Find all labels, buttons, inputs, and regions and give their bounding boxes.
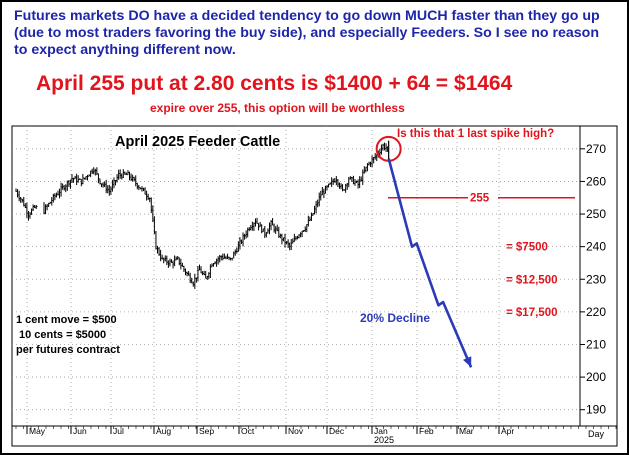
grid-lines [12,126,580,426]
y-axis: 190 200 210 220 230 240 250 260 270 [580,142,606,417]
y-tick-label: 270 [586,142,606,156]
contract-note-line: per futures contract [16,344,120,356]
expire-note: expire over 255, this option will be wor… [150,101,405,115]
loss-level-label: = $12,500 [506,274,557,286]
put-option-text: April 255 put at 2.80 cents is $1400 + 6… [36,72,513,95]
y-tick-label: 230 [586,272,606,286]
x-month-label: Feb [419,426,434,436]
y-tick-label: 210 [586,337,606,351]
y-tick-label: 260 [586,174,606,188]
price-series [15,140,390,289]
x-month-label: Aug [156,426,171,436]
x-month-label: Sep [199,426,214,436]
x-month-label: Nov [288,426,304,436]
strike-label-bg [468,190,498,204]
x-month-label: May [29,426,46,436]
x-month-label: Apr [501,426,514,436]
chart-title: April 2025 Feeder Cattle [115,134,280,150]
spike-question: Is this that 1 last spike high? [397,128,554,140]
x-year-label: 2025 [374,435,394,445]
projection-arrowhead [463,356,472,368]
y-tick-label: 190 [586,403,606,417]
strike-label: 255 [470,193,490,205]
y-tick-label: 240 [586,240,606,254]
projection-line [387,158,473,368]
loss-level-label: = $17,500 [506,307,557,319]
loss-level-label: = $7500 [506,242,548,254]
x-month-label: Mar [459,426,474,436]
contract-note-line: 1 cent move = $500 [16,314,117,326]
y-tick-label: 220 [586,305,606,319]
contract-note-line: 10 cents = $5000 [19,329,106,341]
x-axis: May Jun Jul Aug Sep Oct Nov Dec Jan Feb Mar Apr 2025… [15,426,617,445]
x-unit-label: Day [588,429,605,439]
x-axis-panel [11,425,618,447]
y-tick-label: 250 [586,207,606,221]
decline-label: 20% Decline [360,311,430,325]
x-month-label: Dec [329,426,345,436]
x-month-label: Jul [113,426,124,436]
x-month-label: Oct [241,426,255,436]
annotations: Is this that 1 last spike high? 255 = $750… [16,128,575,368]
x-month-label: Jan [374,426,388,436]
y-tick-label: 200 [586,370,606,384]
x-month-label: Jun [73,426,87,436]
intro-text: Futures markets DO have a decided tenden… [14,8,600,58]
